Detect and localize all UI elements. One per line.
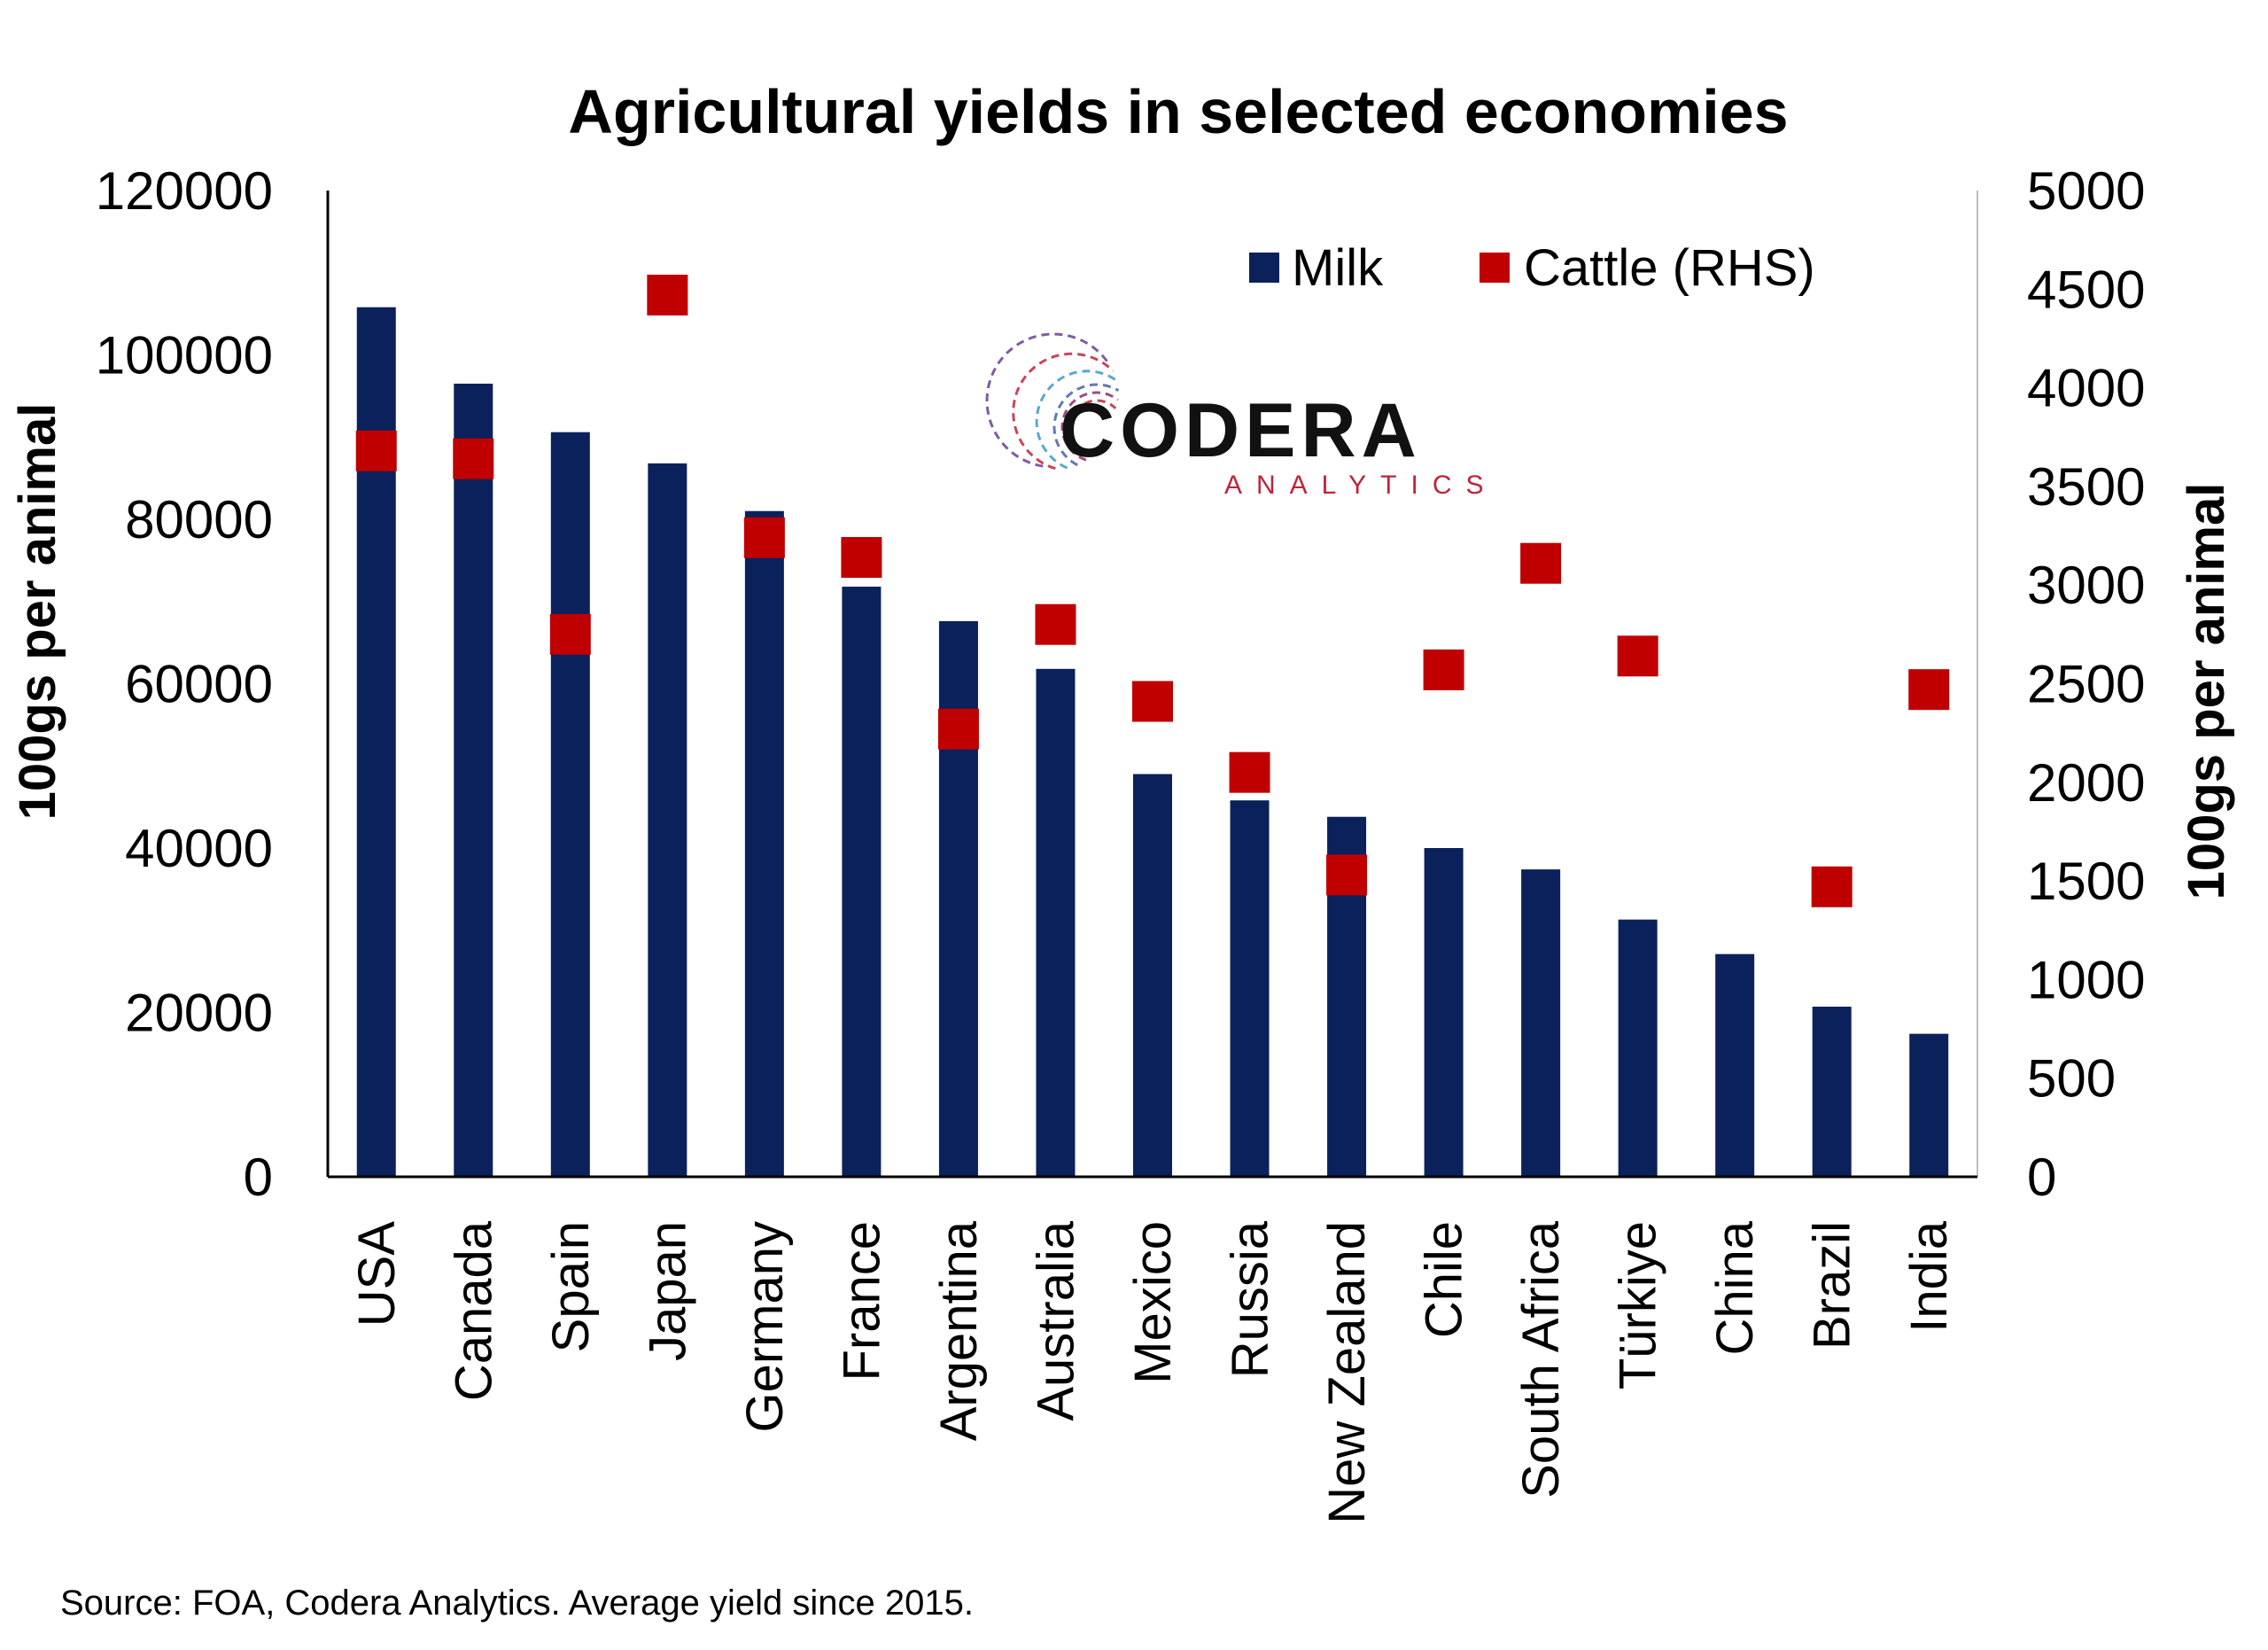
- y-axis-title-right: 100gs per animal: [2178, 483, 2235, 900]
- category-label-russia: Russia: [1222, 1220, 1279, 1378]
- milk-bar-spain: [550, 432, 590, 1177]
- right-tick-label: 3500: [2027, 457, 2145, 517]
- milk-bar-germany: [744, 510, 784, 1177]
- cattle-marker-usa: [355, 430, 397, 471]
- milk-bar-australia: [1036, 668, 1076, 1177]
- right-tick-labels: 0 500 1000 1500 2000 2500 3000 3500 4000 4500 5000: [2027, 161, 2145, 1207]
- left-tick-label: 20000: [125, 984, 273, 1043]
- milk-bar-canada: [454, 383, 493, 1177]
- milk-bar-mexico: [1133, 774, 1172, 1177]
- category-label-france: France: [833, 1221, 890, 1381]
- milk-bar-india: [1909, 1033, 1949, 1177]
- cattle-marker-mexico: [1132, 681, 1173, 722]
- milk-bar-brazil: [1812, 1007, 1852, 1177]
- milk-bar-türkiye: [1618, 919, 1658, 1177]
- right-tick-label: 2500: [2027, 655, 2145, 714]
- right-tick-label: 4500: [2027, 260, 2145, 319]
- cattle-marker-spain: [549, 613, 591, 655]
- cattle-marker-south-africa: [1520, 542, 1562, 584]
- legend-milk-swatch: [1249, 253, 1279, 283]
- category-label-argentina: Argentina: [930, 1220, 988, 1441]
- left-tick-label: 0: [244, 1148, 273, 1207]
- category-label-brazil: Brazil: [1804, 1221, 1861, 1350]
- left-tick-label: 100000: [96, 326, 273, 385]
- cattle-markers: [355, 274, 1950, 907]
- milk-bar-argentina: [938, 621, 978, 1177]
- cattle-marker-france: [841, 537, 882, 579]
- milk-bar-chile: [1424, 848, 1464, 1177]
- category-labels: USA Canada Spain Japan Germany France Argentin…: [348, 1220, 1958, 1523]
- right-tick-label: 4000: [2027, 359, 2145, 418]
- y-axis-title-left: 100gs per animal: [9, 403, 66, 821]
- category-label-japan: Japan: [639, 1221, 696, 1361]
- logo-subtitle: ANALYTICS: [1224, 471, 1498, 500]
- milk-bar-france: [842, 587, 882, 1177]
- milk-bar-japan: [648, 463, 687, 1177]
- cattle-marker-brazil: [1811, 866, 1852, 907]
- legend-milk-label: Milk: [1292, 239, 1384, 297]
- category-label-new-zealand: New Zealand: [1318, 1221, 1376, 1524]
- right-tick-label: 500: [2027, 1049, 2116, 1109]
- category-label-mexico: Mexico: [1124, 1221, 1182, 1384]
- left-tick-label: 120000: [96, 161, 273, 221]
- cattle-marker-russia: [1229, 751, 1270, 793]
- axes: [326, 191, 1978, 1179]
- right-tick-label: 1500: [2027, 852, 2145, 911]
- milk-bar-south-africa: [1521, 869, 1561, 1177]
- chart-title: Agricultural yields in selected economie…: [568, 77, 1788, 146]
- cattle-marker-japan: [647, 274, 688, 315]
- category-label-germany: Germany: [736, 1221, 794, 1433]
- left-tick-label: 60000: [125, 655, 273, 714]
- legend-cattle-label: Cattle (RHS): [1524, 239, 1815, 297]
- cattle-marker-argentina: [937, 708, 979, 750]
- cattle-marker-new-zealand: [1326, 854, 1368, 896]
- category-label-india: India: [1900, 1220, 1958, 1333]
- category-label-chile: Chile: [1416, 1221, 1473, 1338]
- legend: Milk Cattle (RHS): [1249, 239, 1815, 297]
- cattle-marker-germany: [743, 517, 785, 558]
- category-label-spain: Spain: [542, 1221, 600, 1352]
- cattle-marker-canada: [453, 438, 494, 479]
- right-tick-label: 0: [2027, 1148, 2056, 1207]
- category-label-australia: Australia: [1027, 1220, 1084, 1420]
- left-tick-label: 80000: [125, 490, 273, 549]
- logo-arc: [1060, 391, 1119, 462]
- right-tick-label: 1000: [2027, 950, 2145, 1009]
- category-label-canada: Canada: [445, 1220, 502, 1401]
- cattle-marker-india: [1908, 669, 1950, 711]
- source-note: Source: FOA, Codera Analytics. Average y…: [60, 1584, 974, 1623]
- category-label-south-africa: South Africa: [1512, 1220, 1570, 1498]
- category-label-china: China: [1706, 1220, 1764, 1355]
- left-tick-label: 40000: [125, 819, 273, 878]
- logo-arc: [1068, 399, 1117, 455]
- cattle-marker-türkiye: [1617, 635, 1658, 677]
- category-label-türkiye: Türkiye: [1610, 1221, 1667, 1389]
- logo-arc: [1035, 370, 1118, 470]
- milk-bar-china: [1715, 953, 1755, 1177]
- legend-cattle-swatch: [1480, 253, 1510, 283]
- right-tick-label: 2000: [2027, 753, 2145, 813]
- right-tick-label: 5000: [2027, 161, 2145, 221]
- right-tick-label: 3000: [2027, 556, 2145, 615]
- category-label-usa: USA: [348, 1221, 406, 1327]
- logo-arc: [1052, 383, 1120, 467]
- cattle-marker-australia: [1035, 603, 1076, 645]
- milk-bar-russia: [1230, 800, 1270, 1177]
- logo-arc: [1012, 352, 1115, 471]
- cattle-marker-chile: [1423, 649, 1464, 690]
- left-tick-labels: 0 20000 40000 60000 80000 100000 120000: [96, 161, 273, 1207]
- logo-wordmark: CODERA: [1060, 388, 1422, 473]
